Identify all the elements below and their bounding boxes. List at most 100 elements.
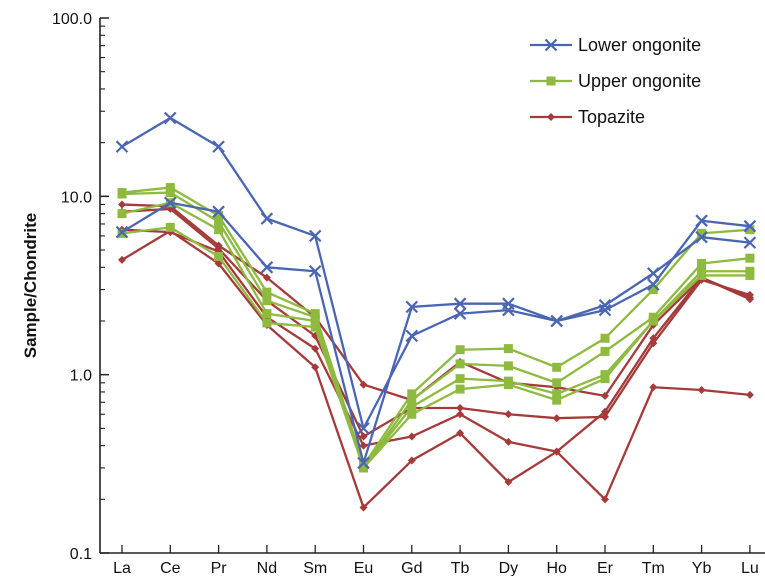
upper-ongonite-point xyxy=(552,362,562,372)
x-tick-label: Dy xyxy=(499,560,519,576)
legend-swatch-marker xyxy=(547,113,555,121)
upper-ongonite-point xyxy=(214,211,224,221)
y-tick-label: 100.0 xyxy=(52,11,92,28)
lower-ongonite-point xyxy=(647,267,660,280)
x-tick-label: Lu xyxy=(741,560,759,576)
upper-ongonite-point xyxy=(407,409,417,419)
x-tick-label: Tm xyxy=(642,560,665,576)
x-tick-label: La xyxy=(113,560,131,576)
topazite-point xyxy=(601,407,609,416)
lower-ongonite-line xyxy=(121,201,751,465)
upper-ongonite-point xyxy=(214,217,224,227)
topazite-point xyxy=(504,478,513,487)
lower-ongonite-point xyxy=(260,212,274,225)
upper-ongonite-point xyxy=(503,361,513,371)
lower-ongonite-point xyxy=(695,214,708,227)
topazite-point xyxy=(745,290,754,299)
upper-ongonite-point xyxy=(745,225,755,235)
upper-ongonite-point xyxy=(262,287,272,297)
y-tick-label: 0.1 xyxy=(70,546,92,563)
legend-swatch-marker xyxy=(544,38,558,52)
lower-ongonite-point xyxy=(453,307,467,320)
series-topazite xyxy=(118,200,754,512)
upper-ongonite-point xyxy=(745,253,755,263)
upper-ongonite-point xyxy=(214,225,224,235)
x-tick-label: Gd xyxy=(401,560,422,576)
upper-ongonite-point xyxy=(455,384,465,394)
topazite-point xyxy=(359,380,368,389)
topazite-line xyxy=(121,228,751,453)
topazite-point xyxy=(601,412,609,421)
lower-ongonite-point xyxy=(357,422,370,435)
upper-ongonite-point xyxy=(214,251,224,261)
upper-ongonite-point xyxy=(552,378,562,388)
upper-ongonite-point xyxy=(117,209,127,219)
upper-ongonite-point xyxy=(552,389,562,399)
legend-label: Topazite xyxy=(578,107,645,127)
lower-ongonite-point xyxy=(647,278,660,291)
y-tick-label: 1.0 xyxy=(70,368,92,385)
topazite-point xyxy=(601,391,609,400)
x-tick-label: Ce xyxy=(160,560,181,576)
legend-item-upper-ongonite: Upper ongonite xyxy=(530,71,701,91)
legend-swatch-marker xyxy=(546,76,556,86)
x-tick-label: Tb xyxy=(451,560,470,576)
upper-ongonite-point xyxy=(455,359,465,369)
legend-label: Upper ongonite xyxy=(578,71,701,91)
upper-ongonite-point xyxy=(697,259,707,269)
lower-ongonite-point xyxy=(260,261,274,274)
x-tick-label: Pr xyxy=(211,560,228,576)
upper-ongonite-point xyxy=(407,402,417,412)
topazite-point xyxy=(359,441,368,450)
lower-ongonite-point xyxy=(453,297,467,310)
upper-ongonite-point xyxy=(310,322,320,332)
topazite-point xyxy=(552,414,561,423)
topazite-point xyxy=(745,295,754,304)
lower-ongonite-point xyxy=(115,140,129,153)
legend-item-topazite: Topazite xyxy=(530,107,645,127)
topazite-line xyxy=(121,229,751,509)
upper-ongonite-point xyxy=(262,309,272,319)
topazite-point xyxy=(552,447,561,456)
topazite-point xyxy=(214,259,223,268)
upper-ongonite-point xyxy=(455,374,465,384)
upper-ongonite-point xyxy=(310,316,320,326)
x-tick-label: Ho xyxy=(546,560,567,576)
lower-ongonite-point xyxy=(695,230,708,244)
topazite-point xyxy=(456,404,465,413)
upper-ongonite-point xyxy=(165,188,175,198)
axes: 0.1 1.0 10.0 100.0 Sample/Chondrite La Ce Pr Nd S… xyxy=(21,11,765,577)
upper-ongonite-point xyxy=(165,183,175,193)
lower-ongonite-point xyxy=(743,219,757,233)
y-axis-label: Sample/Chondrite xyxy=(21,213,40,358)
upper-ongonite-point xyxy=(552,395,562,405)
lower-ongonite-point xyxy=(212,205,225,218)
upper-ongonite-point xyxy=(407,389,417,399)
upper-ongonite-point xyxy=(697,228,707,238)
lower-ongonite-point xyxy=(598,298,612,312)
topazite-point xyxy=(649,334,658,343)
topazite-point xyxy=(649,383,658,392)
lower-ongonite-point xyxy=(405,300,419,314)
lower-ongonite-point xyxy=(550,314,563,328)
topazite-line xyxy=(121,207,751,438)
upper-ongonite-line xyxy=(121,186,750,467)
x-tick-label: Eu xyxy=(354,560,374,576)
upper-ongonite-point xyxy=(503,380,513,390)
topazite-point xyxy=(311,363,320,372)
upper-ongonite-point xyxy=(697,270,707,280)
upper-ongonite-point xyxy=(455,345,465,355)
upper-ongonite-point xyxy=(600,374,610,384)
series-upper-ongonite xyxy=(117,183,755,473)
topazite-point xyxy=(311,344,320,353)
lower-ongonite-point xyxy=(164,111,177,125)
lower-ongonite-point xyxy=(308,229,322,243)
upper-ongonite-point xyxy=(407,395,417,405)
x-tick-label: Yb xyxy=(692,560,712,576)
lower-ongonite-point xyxy=(743,236,757,249)
upper-ongonite-point xyxy=(359,463,368,473)
upper-ongonite-point xyxy=(117,189,127,199)
topazite-point xyxy=(504,437,513,446)
